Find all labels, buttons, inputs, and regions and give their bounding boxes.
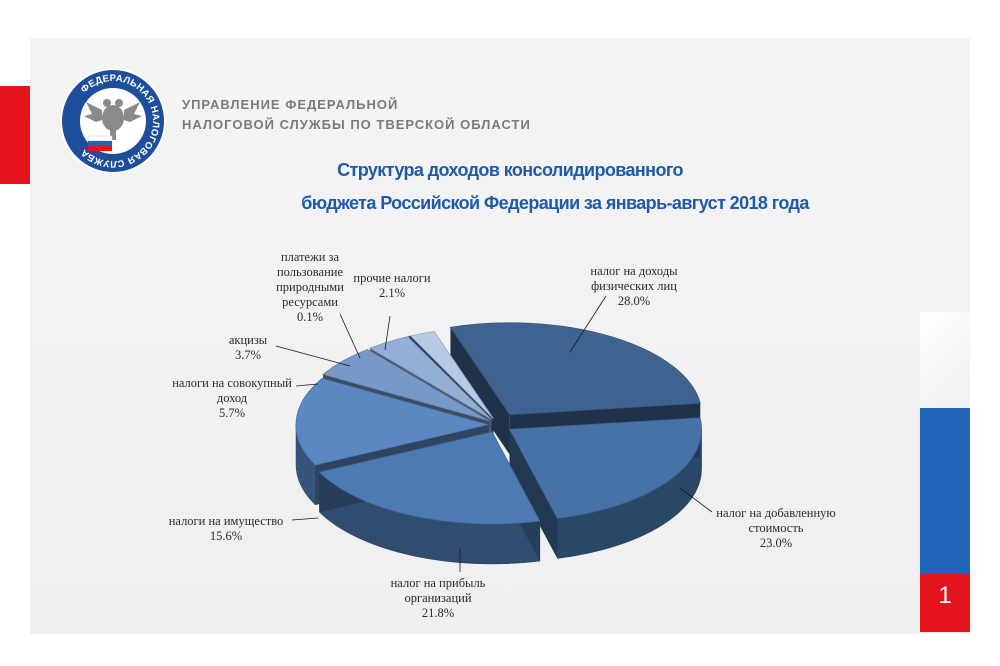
chart-title: Структура доходов консолидированного бюд… — [200, 154, 820, 220]
slice-label-text: налоги на имущество — [168, 514, 284, 528]
slice-label-text: налог на добавленную — [716, 506, 836, 520]
org-line-2: НАЛОГОВОЙ СЛУЖБЫ ПО ТВЕРСКОЙ ОБЛАСТИ — [182, 117, 531, 132]
pie-slice-7 — [409, 330, 494, 420]
left-red-stripe — [0, 86, 30, 184]
slice-label-1: налог на добавленную стоимость 23.0% — [701, 506, 851, 551]
slice-label-4: налоги на совокупный доход 5.7% — [157, 376, 307, 421]
leader-line-7 — [384, 315, 391, 351]
leader-line-0 — [569, 295, 607, 353]
slice-label-text: налог на прибыль — [390, 576, 486, 590]
page-number: 1 — [938, 582, 952, 609]
slice-value: 28.0% — [617, 294, 651, 308]
slice-label-text: ресурсами — [282, 295, 338, 309]
slice-label-3: налоги на имущество 15.6% — [141, 514, 311, 544]
pie-tops — [295, 322, 702, 525]
slice-label-7: прочие налоги 2.1% — [337, 271, 447, 301]
pie-slice-2 — [318, 431, 541, 525]
leader-line-1 — [679, 487, 713, 513]
pie-slice-5 — [369, 336, 492, 420]
pie-slice-0 — [449, 322, 701, 416]
chart-title-line-1: Структура доходов консолидированного — [337, 160, 683, 180]
slice-label-text: налог на доходы — [590, 264, 678, 278]
pie-cut-0-0 — [450, 327, 510, 455]
slice-label-text: налоги на совокупный — [172, 376, 292, 390]
slice-value: 3.7% — [234, 348, 262, 362]
right-white-stripe — [920, 312, 970, 408]
slice-label-text: пользование — [276, 265, 344, 279]
slice-label-text: прочие налоги — [353, 271, 431, 285]
slice-value: 15.6% — [209, 529, 243, 543]
slice-label-6: платежи за пользование природными ресурсами… — [255, 250, 365, 325]
leader-line-6 — [339, 313, 361, 359]
pie-slice-1 — [508, 417, 702, 519]
slice-label-text: стоимость — [748, 521, 804, 535]
fns-logo-icon: ФЕДЕРАЛЬНАЯ НАЛОГОВАЯ СЛУЖБА — [60, 68, 166, 174]
leader-line-3 — [291, 517, 319, 521]
slice-label-text: природными — [276, 280, 344, 294]
leader-line-4 — [295, 383, 319, 387]
slice-value: 2.1% — [378, 286, 406, 300]
right-blue-stripe — [920, 408, 970, 574]
right-red-stripe — [920, 574, 970, 632]
slice-label-0: налог на доходы физических лиц 28.0% — [559, 264, 709, 309]
slice-value: 0.1% — [296, 310, 324, 324]
organization-name: УПРАВЛЕНИЕ ФЕДЕРАЛЬНОЙ НАЛОГОВОЙ СЛУЖБЫ … — [182, 95, 531, 135]
slice-value: 23.0% — [759, 536, 793, 550]
org-line-1: УПРАВЛЕНИЕ ФЕДЕРАЛЬНОЙ — [182, 97, 399, 112]
chart-title-line-2: бюджета Российской Федерации за январь-а… — [301, 193, 809, 213]
slice-label-text: платежи за — [280, 250, 340, 264]
slice-value: 5.7% — [218, 406, 246, 420]
pie-slice-3 — [295, 378, 489, 466]
pie-cut-1-1 — [509, 429, 558, 559]
leader-lines — [275, 295, 713, 572]
slice-label-text: физических лиц — [591, 279, 677, 293]
slice-label-text: акцизы — [228, 333, 268, 347]
slice-value: 21.8% — [421, 606, 455, 620]
slice-label-5: акцизы 3.7% — [218, 333, 278, 363]
pie-slice-6 — [408, 335, 494, 420]
slice-label-text: организаций — [404, 591, 472, 605]
slice-label-2: налог на прибыль организаций 21.8% — [363, 576, 513, 621]
pie-slice-4 — [322, 349, 490, 422]
slice-label-text: доход — [216, 391, 248, 405]
leader-line-5 — [275, 345, 351, 367]
